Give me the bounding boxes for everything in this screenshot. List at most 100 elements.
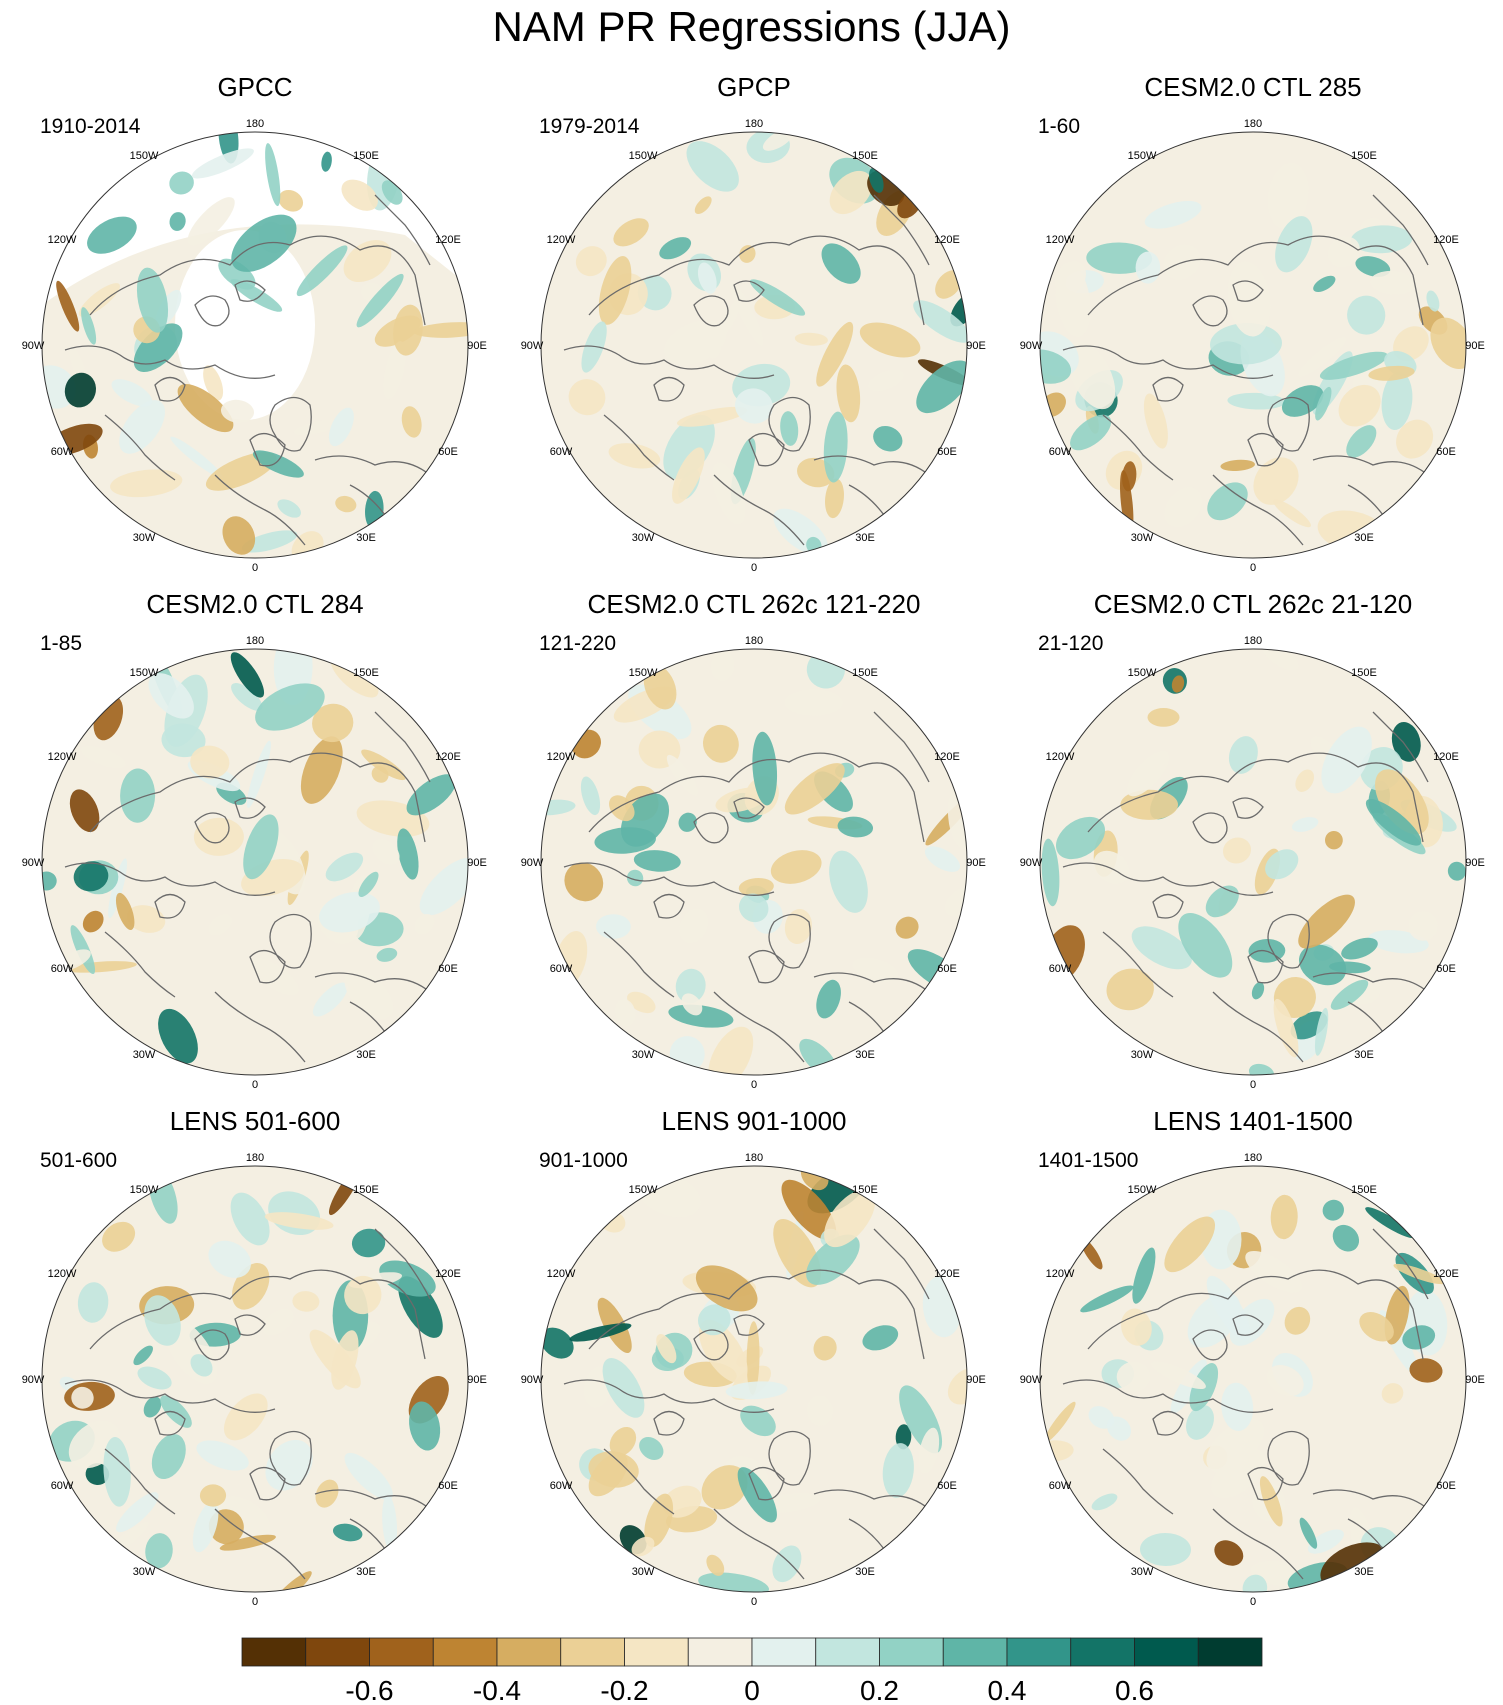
longitude-label: 60W bbox=[1049, 1480, 1072, 1492]
map-panel: 180 150E 120E 90E 60E 30E 0 30W 60W 90W 120W 150W CE… bbox=[1020, 589, 1485, 1091]
colorbar-swatch bbox=[369, 1637, 434, 1667]
colorbar-swatch bbox=[496, 1637, 562, 1667]
colorbar-swatch bbox=[624, 1637, 689, 1667]
period-label: 1-60 bbox=[1038, 115, 1080, 138]
colorbar-swatch bbox=[305, 1637, 370, 1667]
longitude-label: 30W bbox=[133, 532, 156, 544]
coastlines bbox=[563, 194, 930, 546]
panel-title: LENS 501-600 bbox=[170, 1106, 341, 1136]
colorbar-tick-label: 0.4 bbox=[988, 1675, 1027, 1705]
panel-title: LENS 901-1000 bbox=[661, 1106, 846, 1136]
precip-field bbox=[42, 1166, 468, 1592]
longitude-label: 90E bbox=[966, 340, 986, 352]
colorbar-tick-label: 0.6 bbox=[1115, 1675, 1154, 1705]
longitude-label: 90W bbox=[22, 1374, 45, 1386]
longitude-label: 60E bbox=[1436, 1480, 1456, 1492]
longitude-label: 180 bbox=[1244, 118, 1262, 130]
longitude-label: 60E bbox=[438, 1480, 458, 1492]
map-boundary bbox=[41, 648, 469, 1076]
longitude-label: 90W bbox=[1020, 857, 1043, 869]
longitude-label: 0 bbox=[1250, 1079, 1256, 1091]
longitude-label: 150E bbox=[852, 150, 878, 162]
longitude-label: 60W bbox=[51, 1480, 74, 1492]
longitude-label: 30W bbox=[632, 1049, 655, 1061]
map-boundary bbox=[41, 1165, 469, 1593]
longitude-label: 120W bbox=[48, 751, 77, 763]
precip-field bbox=[541, 649, 967, 1075]
longitude-label: 60W bbox=[51, 963, 74, 975]
map-panel: 180 150E 120E 90E 60E 30E 0 30W 60W 90W 120W 150W CE… bbox=[521, 589, 986, 1091]
precip-field bbox=[42, 132, 468, 558]
longitude-label: 180 bbox=[1244, 635, 1262, 647]
longitude-label: 150W bbox=[130, 667, 159, 679]
longitude-label: 30E bbox=[855, 1049, 875, 1061]
colorbar-swatch bbox=[1134, 1637, 1199, 1667]
longitude-label: 60E bbox=[1436, 963, 1456, 975]
longitude-label: 150E bbox=[353, 1184, 379, 1196]
colorbar: -0.6 -0.4 -0.2 0 0.2 0.4 0.6 bbox=[241, 1637, 1263, 1705]
map-panel: 180 150E 120E 90E 60E 30E 0 30W 60W 90W 120W 150W GP… bbox=[22, 72, 487, 574]
period-label: 901-1000 bbox=[539, 1149, 628, 1172]
longitude-label: 90E bbox=[966, 857, 986, 869]
longitude-label: 60W bbox=[1049, 963, 1072, 975]
longitude-label: 60E bbox=[1436, 446, 1456, 458]
longitude-label: 30E bbox=[1354, 532, 1374, 544]
longitude-label: 30E bbox=[1354, 1566, 1374, 1578]
longitude-label: 150W bbox=[130, 1184, 159, 1196]
longitude-label: 120E bbox=[435, 1268, 461, 1280]
colorbar-tick-label: -0.6 bbox=[345, 1675, 393, 1705]
longitude-label: 90E bbox=[467, 340, 487, 352]
longitude-label: 90E bbox=[467, 857, 487, 869]
colorbar-swatch bbox=[942, 1637, 1008, 1667]
longitude-label: 90W bbox=[22, 857, 45, 869]
colorbar-swatch bbox=[560, 1637, 625, 1667]
colorbar-swatch bbox=[1070, 1637, 1135, 1667]
longitude-label: 120E bbox=[934, 234, 960, 246]
longitude-label: 150E bbox=[1351, 667, 1377, 679]
longitude-label: 150W bbox=[1128, 150, 1157, 162]
colorbar-tick-label: 0 bbox=[744, 1675, 760, 1705]
colorbar-swatch bbox=[751, 1637, 817, 1667]
longitude-label: 30E bbox=[356, 1566, 376, 1578]
longitude-label: 60W bbox=[550, 446, 573, 458]
panel-title: CESM2.0 CTL 262c 121-220 bbox=[588, 589, 921, 619]
colorbar-swatch bbox=[879, 1637, 944, 1667]
longitude-label: 30E bbox=[855, 532, 875, 544]
map-panel: 180 150E 120E 90E 60E 30E 0 30W 60W 90W 120W 150W CE… bbox=[1020, 72, 1485, 574]
period-label: 121-220 bbox=[539, 632, 616, 655]
map-panel: 180 150E 120E 90E 60E 30E 0 30W 60W 90W 120W 150W LE… bbox=[521, 1106, 986, 1608]
longitude-label: 30W bbox=[632, 532, 655, 544]
longitude-label: 120W bbox=[48, 1268, 77, 1280]
longitude-label: 30E bbox=[855, 1566, 875, 1578]
longitude-label: 0 bbox=[252, 1079, 258, 1091]
colorbar-tick-label: -0.4 bbox=[473, 1675, 521, 1705]
longitude-label: 90E bbox=[1465, 1374, 1485, 1386]
longitude-label: 0 bbox=[1250, 1596, 1256, 1608]
longitude-label: 180 bbox=[246, 635, 264, 647]
longitude-label: 120W bbox=[48, 234, 77, 246]
longitude-label: 0 bbox=[1250, 562, 1256, 574]
longitude-label: 120E bbox=[934, 1268, 960, 1280]
map-panel: 180 150E 120E 90E 60E 30E 0 30W 60W 90W 120W 150W LE… bbox=[22, 1106, 487, 1608]
longitude-label: 120W bbox=[547, 1268, 576, 1280]
longitude-label: 120E bbox=[934, 751, 960, 763]
panel-title: CESM2.0 CTL 285 bbox=[1144, 72, 1361, 102]
longitude-label: 30E bbox=[356, 532, 376, 544]
map-boundary bbox=[41, 131, 469, 559]
longitude-label: 60E bbox=[438, 446, 458, 458]
longitude-label: 120W bbox=[1046, 1268, 1075, 1280]
longitude-label: 0 bbox=[252, 562, 258, 574]
map-boundary bbox=[540, 1165, 968, 1593]
longitude-label: 90E bbox=[1465, 857, 1485, 869]
longitude-label: 60E bbox=[937, 1480, 957, 1492]
longitude-label: 150E bbox=[353, 667, 379, 679]
period-label: 21-120 bbox=[1038, 632, 1103, 655]
map-panel: 180 150E 120E 90E 60E 30E 0 30W 60W 90W 120W 150W CE… bbox=[22, 589, 487, 1091]
longitude-label: 60W bbox=[550, 963, 573, 975]
longitude-label: 60E bbox=[937, 963, 957, 975]
longitude-label: 120E bbox=[1433, 1268, 1459, 1280]
longitude-label: 120E bbox=[435, 234, 461, 246]
colorbar-swatch bbox=[815, 1637, 880, 1667]
period-label: 1-85 bbox=[40, 632, 82, 655]
longitude-label: 90W bbox=[521, 1374, 544, 1386]
